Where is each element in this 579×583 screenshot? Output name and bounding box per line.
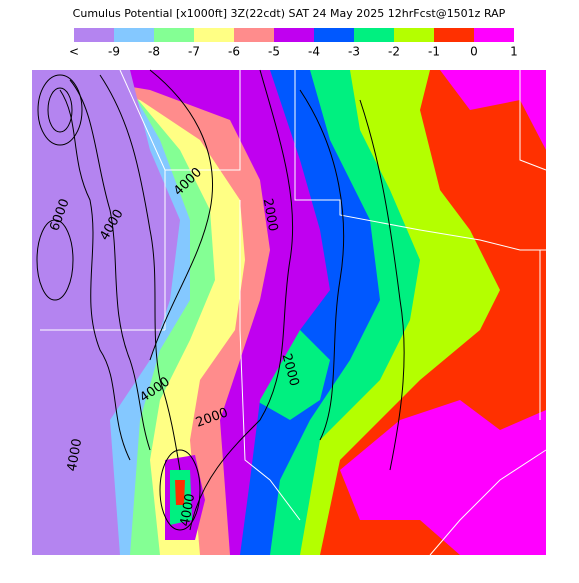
field-red <box>175 480 185 505</box>
borders <box>40 69 547 556</box>
contour <box>37 74 83 146</box>
contour <box>359 99 405 471</box>
contour-label: 4000 <box>65 437 86 472</box>
color-bar-label: -5 <box>268 45 280 59</box>
color-bar: < -9 -8 -7 -6 -5 -4 -3 -2 -1 0 1 <box>69 28 518 59</box>
contour <box>99 74 181 471</box>
contour-label: 2000 <box>260 197 281 232</box>
contour-label: 4000 <box>178 492 199 527</box>
color-swatch <box>394 28 434 42</box>
color-bar-label: -7 <box>188 45 200 59</box>
state-border <box>165 70 241 171</box>
color-bar-label: 0 <box>470 45 478 59</box>
color-swatch <box>194 28 234 42</box>
contour <box>36 219 74 301</box>
contour <box>69 79 151 451</box>
color-swatch <box>114 28 154 42</box>
contour <box>59 89 131 461</box>
color-swatch <box>434 28 474 42</box>
color-swatch <box>154 28 194 42</box>
coastline <box>429 449 547 556</box>
color-bar-label: -3 <box>348 45 360 59</box>
contour <box>159 449 201 531</box>
color-bar-label: -9 <box>108 45 120 59</box>
contour <box>47 87 73 133</box>
state-border <box>239 200 301 521</box>
contour <box>149 69 213 361</box>
color-bar-label: -6 <box>228 45 240 59</box>
state-border <box>294 70 546 251</box>
contour <box>299 89 345 441</box>
color-bar-label: 1 <box>510 45 518 59</box>
color-swatch <box>474 28 514 42</box>
color-bar-label: -2 <box>388 45 400 59</box>
state-border <box>519 70 547 171</box>
color-swatch <box>274 28 314 42</box>
contours <box>36 69 405 531</box>
color-swatch <box>74 28 114 42</box>
color-bar-label: < <box>69 45 79 59</box>
color-swatch <box>314 28 354 42</box>
color-swatch <box>234 28 274 42</box>
contour <box>189 69 294 531</box>
color-bar-label: -8 <box>148 45 160 59</box>
color-swatch <box>354 28 394 42</box>
color-bar-label: -1 <box>428 45 440 59</box>
color-bar-label: -4 <box>308 45 320 59</box>
field-magenta <box>340 400 546 555</box>
field-magenta <box>400 70 546 150</box>
title: Cumulus Potential [x1000ft] 3Z(22cdt) SA… <box>73 7 506 20</box>
